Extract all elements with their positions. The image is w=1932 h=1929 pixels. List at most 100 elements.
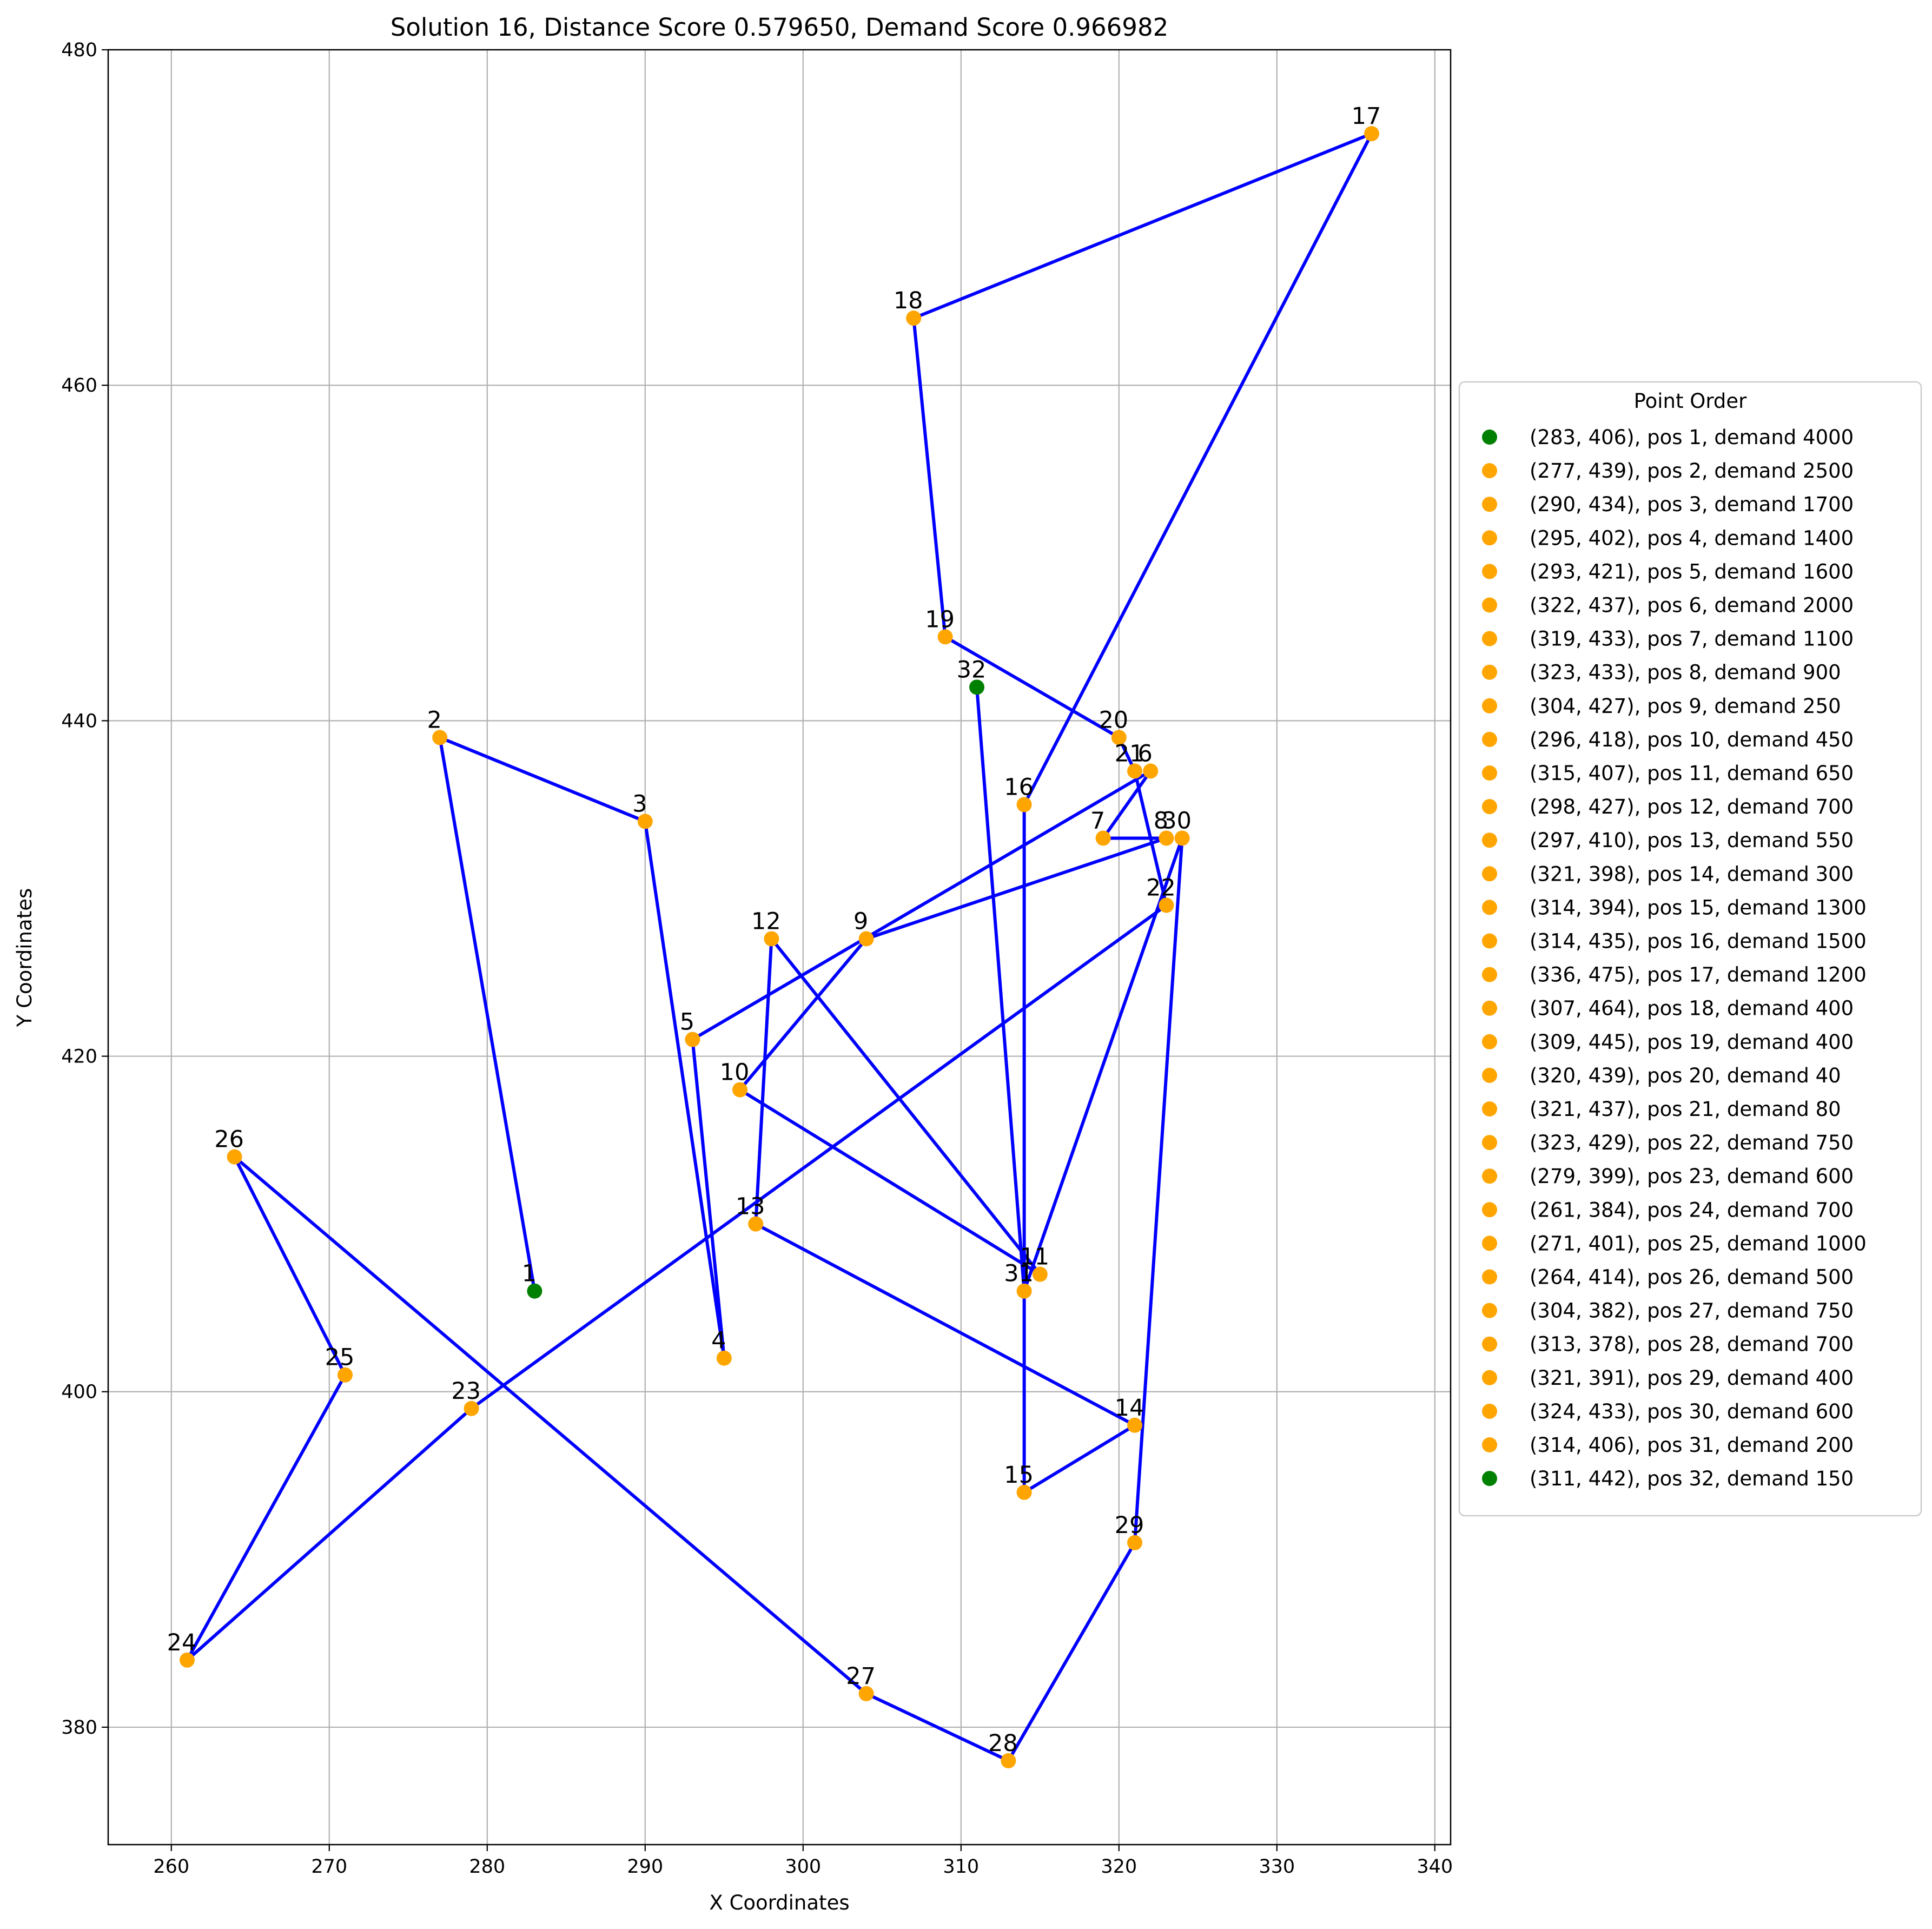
legend-entry-text: (295, 402), pos 4, demand 1400	[1530, 526, 1854, 550]
point-label: 14	[1115, 1395, 1144, 1422]
stop-point	[716, 1350, 732, 1366]
legend-entry-text: (307, 464), pos 18, demand 400	[1530, 997, 1854, 1020]
legend-entries: (283, 406), pos 1, demand 4000 (277, 439)…	[1482, 426, 1867, 1490]
x-tick-label: 280	[469, 1856, 505, 1878]
legend-box	[1458, 381, 1922, 1517]
route-segment	[864, 836, 1168, 941]
legend-entry-text: (313, 378), pos 28, demand 700	[1530, 1333, 1854, 1356]
legend-entry-text: (321, 437), pos 21, demand 80	[1530, 1098, 1841, 1121]
legend-entry-text: (321, 391), pos 29, demand 400	[1530, 1366, 1854, 1390]
legend-marker	[1482, 1403, 1497, 1419]
x-tick-label: 270	[311, 1856, 347, 1878]
route-segment	[469, 903, 1168, 1410]
route-segment	[943, 635, 1121, 739]
legend-marker	[1482, 731, 1497, 747]
legend-marker	[1482, 1135, 1497, 1151]
legend-marker	[1482, 1067, 1497, 1083]
route-segment	[738, 1088, 1042, 1276]
point-label: 29	[1115, 1512, 1144, 1539]
stop-point	[1174, 830, 1190, 846]
x-tick-label: 300	[785, 1856, 821, 1878]
legend-marker	[1482, 900, 1497, 915]
legend-marker	[1482, 1101, 1497, 1117]
route-segment	[186, 1406, 473, 1662]
legend-entry-text: (297, 410), pos 13, demand 550	[1530, 829, 1854, 852]
legend-entry-text: (336, 475), pos 17, demand 1200	[1530, 963, 1867, 987]
point-label: 32	[957, 656, 987, 683]
x-tick-label: 260	[153, 1856, 189, 1878]
route-points	[180, 126, 1379, 1768]
legend-marker	[1482, 866, 1497, 882]
point-label: 4	[711, 1327, 726, 1355]
stop-point	[1127, 1535, 1142, 1550]
y-tick-label: 420	[61, 1046, 97, 1068]
point-label: 12	[751, 908, 781, 935]
legend-title: Point Order	[1634, 389, 1748, 413]
point-label: 16	[1004, 774, 1034, 801]
route-segment	[754, 1222, 1136, 1427]
stop-point	[685, 1032, 700, 1047]
stop-point	[227, 1149, 242, 1165]
point-label: 10	[720, 1059, 750, 1086]
legend-entry-text: (293, 421), pos 5, demand 1600	[1530, 560, 1854, 583]
stop-point	[764, 931, 779, 947]
route-segment	[233, 1155, 868, 1695]
route-lines	[186, 132, 1373, 1762]
point-label: 9	[853, 908, 868, 935]
point-label: 25	[325, 1344, 355, 1371]
stop-point	[1001, 1753, 1016, 1768]
legend-entry-text: (315, 407), pos 11, demand 650	[1530, 762, 1854, 785]
y-tick-label: 440	[61, 710, 97, 732]
axis-ticks: 260 270 280 290 300 310 320 330 3403804004204404…	[61, 39, 1453, 1878]
route-segment	[912, 316, 947, 639]
legend-entry-text: (323, 433), pos 8, demand 900	[1530, 661, 1841, 684]
point-label: 22	[1146, 874, 1176, 901]
legend-entry-text: (304, 382), pos 27, demand 750	[1530, 1299, 1854, 1323]
route-segment	[770, 937, 1042, 1276]
x-tick-label: 310	[943, 1856, 979, 1878]
legend-entry-text: (296, 418), pos 10, demand 450	[1530, 728, 1854, 751]
point-label: 18	[894, 287, 923, 314]
depot-point	[527, 1283, 542, 1299]
stop-point	[1016, 1283, 1032, 1299]
stop-point	[858, 1686, 874, 1701]
y-axis-label: Y Coordinates	[13, 888, 36, 1027]
legend-entry-text: (321, 398), pos 14, demand 300	[1530, 862, 1854, 886]
point-label: 6	[1138, 740, 1153, 767]
point-label: 31	[1004, 1260, 1034, 1287]
legend-entry-text: (320, 439), pos 20, demand 40	[1530, 1064, 1841, 1087]
stop-point	[906, 311, 922, 326]
legend-entry-text: (311, 442), pos 32, demand 150	[1530, 1467, 1854, 1490]
stop-point	[748, 1216, 764, 1232]
route-segment	[1022, 836, 1184, 1293]
route-segment	[643, 820, 726, 1360]
legend-marker	[1482, 933, 1497, 949]
legend-marker	[1482, 1370, 1497, 1385]
stop-point	[1143, 763, 1159, 779]
stop-point	[637, 814, 653, 829]
point-label: 19	[925, 606, 955, 633]
legend-entry-text: (319, 433), pos 7, demand 1100	[1530, 627, 1854, 651]
legend-marker	[1482, 1269, 1497, 1285]
route-segment	[912, 132, 1373, 320]
legend-entry-text: (283, 406), pos 1, demand 4000	[1530, 426, 1854, 449]
route-segment	[738, 937, 868, 1092]
route-segment	[754, 937, 773, 1226]
legend: Point Order (283, 406), pos 1, demand 40…	[1458, 381, 1922, 1517]
point-label: 17	[1352, 103, 1381, 130]
legend-entry-text: (298, 427), pos 12, demand 700	[1530, 795, 1854, 818]
legend-marker	[1482, 631, 1497, 646]
stop-point	[1159, 897, 1174, 913]
legend-marker	[1482, 430, 1497, 445]
stop-point	[464, 1400, 479, 1416]
route-segment	[186, 1373, 347, 1662]
legend-marker	[1482, 1437, 1497, 1452]
depot-point	[969, 679, 984, 695]
legend-entry-text: (314, 394), pos 15, demand 1300	[1530, 896, 1867, 919]
legend-marker	[1482, 1202, 1497, 1218]
y-tick-label: 380	[61, 1717, 97, 1739]
legend-entry-text: (264, 414), pos 26, demand 500	[1530, 1266, 1854, 1289]
legend-marker	[1482, 1034, 1497, 1049]
legend-entry-text: (277, 439), pos 2, demand 2500	[1530, 459, 1854, 483]
